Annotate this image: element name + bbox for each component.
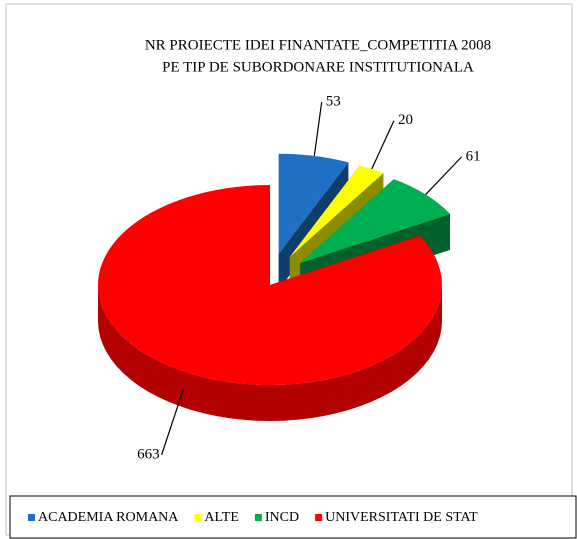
slice-top bbox=[97, 185, 442, 385]
slice-top bbox=[278, 153, 349, 254]
legend-label: INCD bbox=[265, 510, 299, 525]
slice-side bbox=[98, 285, 442, 421]
legend-marker bbox=[194, 514, 202, 521]
legend-box bbox=[9, 495, 577, 539]
legend-marker bbox=[28, 514, 35, 521]
pie: 53 20 61 663 bbox=[97, 94, 481, 462]
slice-top bbox=[300, 179, 451, 264]
data-label: 20 bbox=[398, 112, 413, 128]
data-label: 61 bbox=[466, 148, 481, 164]
legend: ACADEMIA ROMANA ALTE INCD UNIVERSITATI DE S… bbox=[28, 510, 478, 525]
legend-label: ALTE bbox=[204, 510, 238, 525]
slice-top bbox=[289, 165, 384, 257]
leader-line bbox=[313, 101, 323, 156]
data-label: 663 bbox=[137, 446, 160, 462]
legend-marker bbox=[254, 514, 262, 521]
chart-title: PE TIP DE SUBORDONARE INSTITUTIONALA bbox=[162, 59, 474, 75]
legend-label: UNIVERSITATI DE STAT bbox=[325, 510, 478, 525]
data-label: 53 bbox=[326, 94, 341, 110]
chart-title: NR PROIECTE IDEI FINANTATE_COMPETITIA 20… bbox=[145, 37, 491, 53]
slice bbox=[97, 185, 442, 421]
leader-line bbox=[161, 389, 184, 456]
leader-line bbox=[371, 120, 395, 170]
legend-label: ACADEMIA ROMANA bbox=[38, 510, 179, 525]
legend-marker bbox=[315, 514, 323, 521]
leader-line bbox=[425, 156, 463, 195]
